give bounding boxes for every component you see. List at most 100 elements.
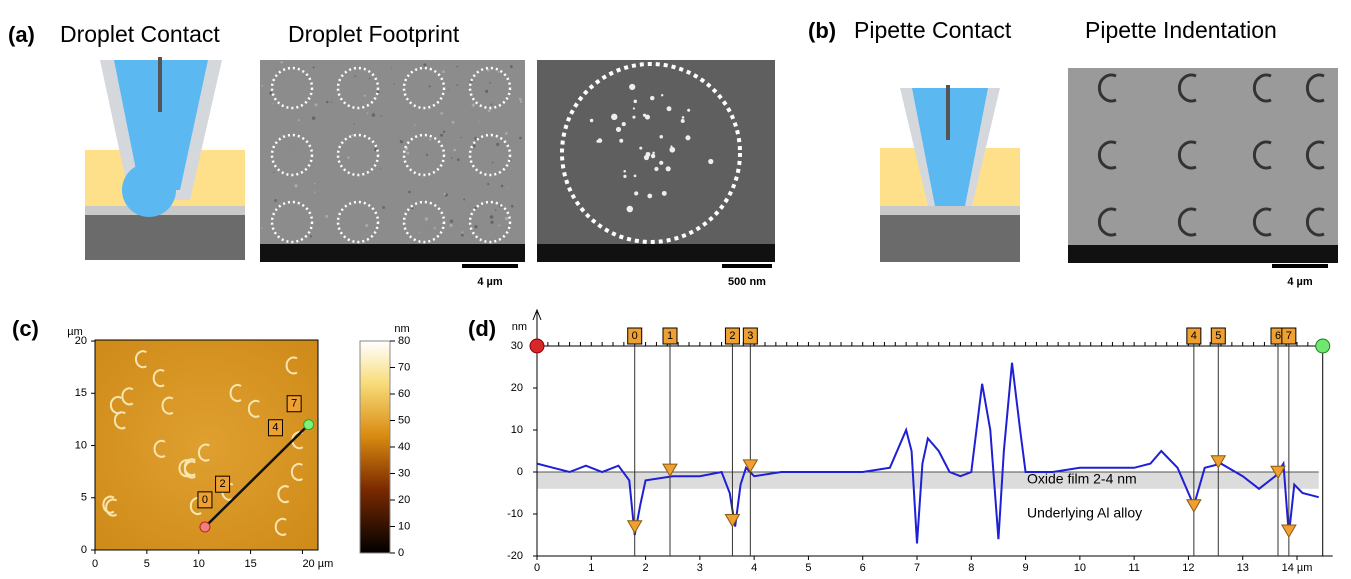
y-tick-label: 30 bbox=[511, 340, 523, 352]
x-tick-label: 20 µm bbox=[302, 558, 333, 570]
speck bbox=[681, 119, 685, 123]
marker-label: 2 bbox=[220, 478, 226, 490]
speck bbox=[519, 98, 522, 101]
marker-label: 0 bbox=[202, 494, 208, 506]
speck bbox=[462, 231, 464, 233]
speck bbox=[372, 113, 375, 116]
y-tick-label: -10 bbox=[507, 508, 523, 520]
x-tick-label: 11 bbox=[1128, 562, 1139, 574]
speck bbox=[273, 172, 274, 173]
profile-end bbox=[1316, 339, 1330, 353]
x-tick-label: 5 bbox=[805, 562, 811, 574]
sem-image bbox=[537, 60, 775, 262]
speck bbox=[659, 161, 663, 165]
speck bbox=[351, 134, 353, 136]
speck bbox=[429, 85, 431, 87]
marker-arrow bbox=[1187, 500, 1201, 512]
speck bbox=[651, 154, 655, 158]
x-tick-label: 6 bbox=[860, 562, 866, 574]
colorbar-tick-label: 40 bbox=[398, 441, 410, 453]
speck bbox=[452, 121, 455, 124]
y-tick-label: 5 bbox=[81, 492, 87, 504]
speck bbox=[473, 145, 476, 148]
panel-label: (c) bbox=[12, 316, 39, 341]
speck bbox=[468, 219, 469, 220]
speck bbox=[490, 221, 493, 224]
speck bbox=[511, 205, 514, 208]
speck bbox=[661, 94, 663, 96]
speck bbox=[331, 101, 332, 102]
speck bbox=[347, 156, 349, 158]
speck bbox=[433, 139, 434, 140]
y-tick-label: 0 bbox=[517, 466, 523, 478]
profile-start bbox=[200, 522, 210, 532]
speck bbox=[460, 111, 461, 112]
speck bbox=[453, 149, 456, 152]
speck bbox=[633, 107, 635, 109]
droplet-schematic bbox=[85, 57, 245, 260]
sem-image bbox=[260, 60, 525, 262]
panel-label: (a) bbox=[8, 22, 35, 47]
y-tick-label: -20 bbox=[507, 550, 523, 562]
marker-label: 5 bbox=[1215, 330, 1221, 342]
speck bbox=[443, 193, 445, 195]
speck bbox=[276, 70, 277, 71]
speck bbox=[381, 115, 382, 116]
profile-end bbox=[304, 420, 314, 430]
speck bbox=[619, 139, 623, 143]
speck bbox=[380, 168, 381, 169]
speck bbox=[325, 215, 328, 218]
speck bbox=[443, 131, 445, 133]
annotation: Oxide film 2-4 nm bbox=[1027, 471, 1137, 487]
speck bbox=[294, 184, 297, 187]
colorbar-tick-label: 20 bbox=[398, 494, 410, 506]
speck bbox=[449, 224, 452, 227]
speck bbox=[650, 96, 654, 100]
x-tick-label: 10 bbox=[1074, 562, 1086, 574]
speck bbox=[685, 135, 690, 140]
speck bbox=[425, 217, 428, 220]
speck bbox=[646, 152, 651, 157]
speck bbox=[423, 63, 426, 66]
speck bbox=[408, 191, 411, 194]
speck bbox=[365, 224, 368, 227]
speck bbox=[708, 159, 713, 164]
axis-label: nm bbox=[512, 321, 527, 333]
speck bbox=[667, 106, 672, 111]
speck bbox=[442, 70, 445, 73]
speck bbox=[645, 115, 650, 120]
colorbar-tick-label: 70 bbox=[398, 361, 410, 373]
x-tick-label: 7 bbox=[914, 562, 920, 574]
speck bbox=[456, 66, 457, 67]
colorbar-tick-label: 10 bbox=[398, 520, 410, 532]
speck bbox=[497, 71, 499, 73]
speck bbox=[272, 103, 273, 104]
panel-label: (d) bbox=[468, 316, 496, 341]
speck bbox=[310, 235, 312, 237]
x-tick-label: 4 bbox=[751, 562, 757, 574]
speck bbox=[652, 152, 655, 155]
speck bbox=[414, 124, 416, 126]
speck bbox=[429, 138, 431, 140]
speck bbox=[274, 199, 277, 202]
speck bbox=[382, 206, 385, 209]
speck bbox=[489, 82, 491, 84]
speck bbox=[364, 95, 366, 97]
speck bbox=[639, 147, 642, 150]
marker-arrow bbox=[628, 521, 642, 533]
y-tick-label: 10 bbox=[511, 424, 523, 436]
speck bbox=[314, 191, 315, 192]
marker-label: 7 bbox=[291, 398, 297, 410]
speck bbox=[474, 225, 477, 228]
speck bbox=[449, 89, 450, 90]
speck bbox=[394, 83, 395, 84]
x-tick-label: 8 bbox=[968, 562, 974, 574]
speck bbox=[682, 116, 685, 119]
speck bbox=[492, 162, 494, 164]
speck bbox=[470, 92, 471, 93]
speck bbox=[407, 152, 410, 155]
sem-image bbox=[1068, 68, 1338, 263]
x-tick-label: 3 bbox=[697, 562, 703, 574]
speck bbox=[261, 227, 262, 228]
speck bbox=[314, 103, 317, 106]
